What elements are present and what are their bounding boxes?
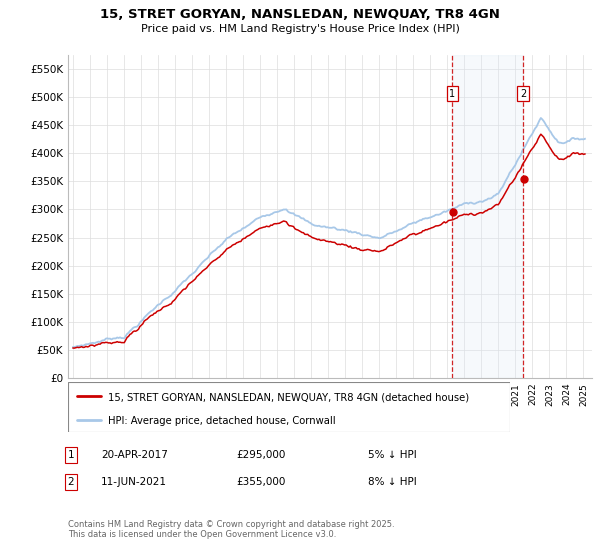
Text: 11-JUN-2021: 11-JUN-2021	[101, 477, 167, 487]
Bar	[452, 55, 523, 378]
Text: 15, STRET GORYAN, NANSLEDAN, NEWQUAY, TR8 4GN (detached house): 15, STRET GORYAN, NANSLEDAN, NEWQUAY, TR…	[108, 392, 469, 402]
Text: £295,000: £295,000	[236, 450, 286, 460]
Text: 2: 2	[68, 477, 74, 487]
Text: 5% ↓ HPI: 5% ↓ HPI	[368, 450, 417, 460]
Text: 8% ↓ HPI: 8% ↓ HPI	[368, 477, 417, 487]
Text: 20-APR-2017: 20-APR-2017	[101, 450, 168, 460]
Text: 15, STRET GORYAN, NANSLEDAN, NEWQUAY, TR8 4GN: 15, STRET GORYAN, NANSLEDAN, NEWQUAY, TR…	[100, 8, 500, 21]
Text: Contains HM Land Registry data © Crown copyright and database right 2025.
This d: Contains HM Land Registry data © Crown c…	[68, 520, 395, 539]
Text: 2: 2	[520, 88, 526, 99]
Text: 1: 1	[68, 450, 74, 460]
Text: Price paid vs. HM Land Registry's House Price Index (HPI): Price paid vs. HM Land Registry's House …	[140, 24, 460, 34]
Text: 1: 1	[449, 88, 455, 99]
Text: HPI: Average price, detached house, Cornwall: HPI: Average price, detached house, Corn…	[108, 416, 335, 426]
Text: £355,000: £355,000	[236, 477, 286, 487]
